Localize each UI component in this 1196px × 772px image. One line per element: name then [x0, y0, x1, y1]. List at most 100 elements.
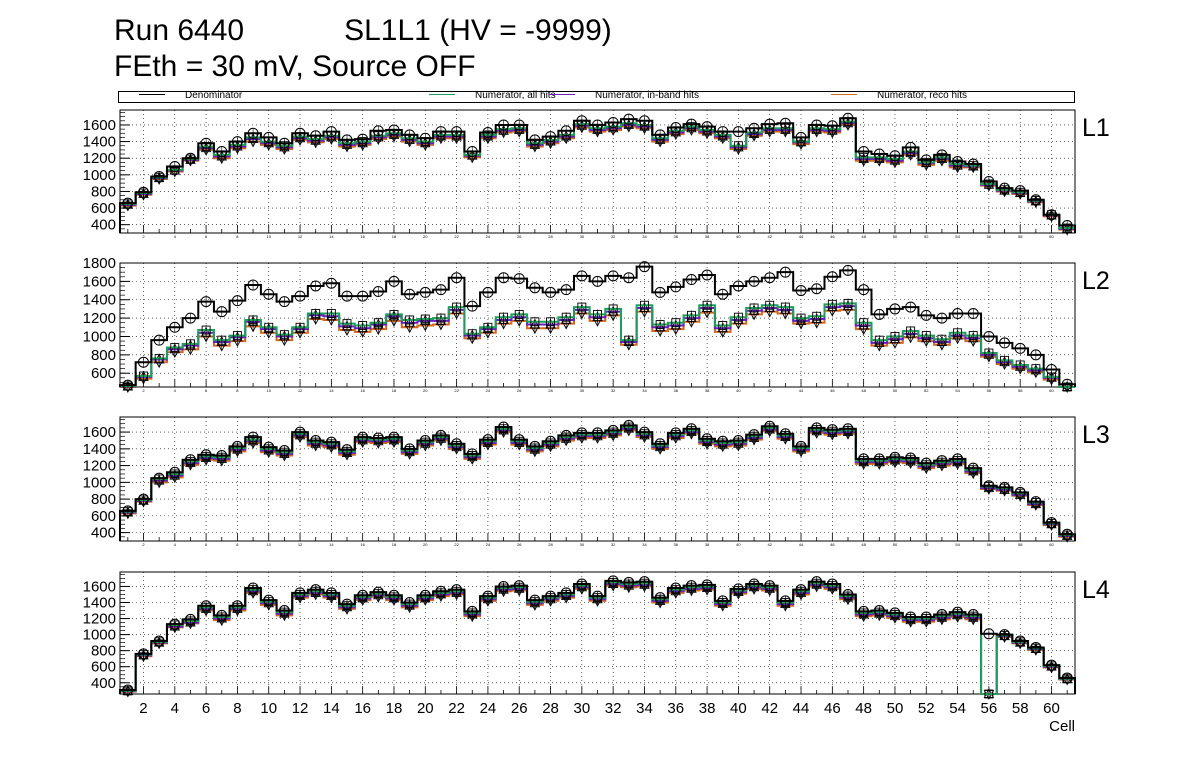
data-point [545, 286, 557, 298]
data-point [811, 283, 823, 295]
data-point [466, 448, 478, 460]
data-point [200, 600, 212, 612]
data-point [263, 441, 275, 453]
data-point [451, 584, 463, 596]
y-tick-label: 1400 [83, 134, 116, 151]
x-tick-label: 14 [329, 542, 334, 547]
data-point [529, 282, 541, 294]
data-point [341, 598, 353, 610]
data-point [842, 588, 854, 600]
y-tick-label: 1000 [83, 627, 116, 644]
data-point [670, 582, 682, 594]
data-point [764, 580, 776, 592]
data-point [779, 266, 791, 278]
data-point [826, 271, 838, 283]
data-point [654, 321, 666, 332]
data-point [529, 318, 541, 329]
y-tick-label: 1000 [83, 328, 116, 345]
data-point [311, 309, 321, 318]
x-tick-label: 4 [171, 700, 179, 717]
x-tick-label: 4 [174, 234, 177, 239]
y-tick-label: 1600 [83, 578, 116, 595]
data-point [341, 134, 353, 146]
data-point [482, 434, 494, 446]
data-point [247, 582, 259, 594]
data-point [654, 286, 666, 298]
data-point [294, 323, 306, 334]
data-point [967, 332, 979, 343]
legend-label: Numerator, reco hits [877, 90, 968, 101]
series-denominator [119, 112, 1076, 233]
x-tick-label: 56 [987, 542, 992, 547]
x-tick-label: 46 [824, 700, 841, 717]
data-point [466, 300, 478, 312]
data-point [466, 146, 478, 158]
x-tick-label: 22 [454, 234, 459, 239]
x-tick-label: 18 [386, 700, 403, 717]
data-point [795, 131, 807, 143]
data-point [999, 182, 1011, 194]
x-tick-label: 40 [730, 700, 747, 717]
x-tick-label: 32 [605, 700, 622, 717]
x-tick-label: 2 [142, 388, 145, 393]
y-tick-label: 800 [91, 183, 116, 200]
x-tick-label: 48 [861, 234, 866, 239]
data-point [874, 335, 884, 345]
data-point [905, 452, 917, 464]
data-point [1000, 355, 1009, 365]
data-point [717, 126, 729, 138]
sl-label: SL1L1 (HV = -9999) [344, 14, 612, 47]
x-tick-label: 52 [924, 542, 929, 547]
legend-label: Denominator [185, 90, 243, 101]
data-point [326, 309, 336, 318]
step-line [119, 579, 1076, 694]
data-point [592, 119, 603, 131]
data-point [811, 422, 823, 434]
data-point [1015, 360, 1025, 370]
data-point [952, 308, 964, 320]
data-point [372, 586, 384, 598]
data-point [419, 589, 431, 601]
y-tick-label: 1600 [83, 117, 116, 134]
x-tick-label: 46 [830, 234, 835, 239]
y-tick-label: 1600 [83, 424, 116, 441]
data-point [983, 175, 995, 187]
data-point [436, 313, 446, 323]
data-point [685, 580, 697, 592]
x-tick-label: 42 [767, 234, 772, 239]
data-point [217, 335, 227, 345]
data-point [216, 609, 228, 621]
data-point [200, 326, 212, 337]
legend-entry-numerator-reco: Numerator, reco hits [831, 90, 967, 101]
x-tick-label: 54 [949, 700, 966, 717]
series-denominator [119, 419, 1076, 541]
x-tick-label: 36 [674, 234, 679, 239]
data-point [326, 310, 337, 321]
legend-line [831, 93, 857, 95]
run-label: Run 6440 [114, 14, 245, 47]
data-point [920, 457, 932, 469]
data-point [372, 285, 384, 297]
data-point [169, 466, 181, 478]
legend-line [139, 93, 165, 95]
data-point [404, 316, 415, 327]
data-point [216, 450, 228, 462]
data-point [341, 290, 353, 302]
x-tick-label: 8 [236, 542, 239, 547]
x-tick-label: 28 [548, 234, 553, 239]
x-tick-label: 44 [799, 388, 804, 393]
data-point [232, 331, 242, 341]
data-point [733, 312, 743, 322]
data-point [247, 127, 259, 139]
data-point [670, 281, 682, 293]
data-point [607, 424, 619, 436]
data-point [513, 311, 525, 322]
panel-label: L3 [1082, 421, 1110, 449]
x-tick-label: 38 [705, 388, 710, 393]
data-point [811, 313, 822, 323]
data-point [921, 331, 931, 341]
x-tick-label: 20 [423, 234, 428, 239]
data-point [530, 317, 540, 327]
data-point [842, 264, 854, 276]
